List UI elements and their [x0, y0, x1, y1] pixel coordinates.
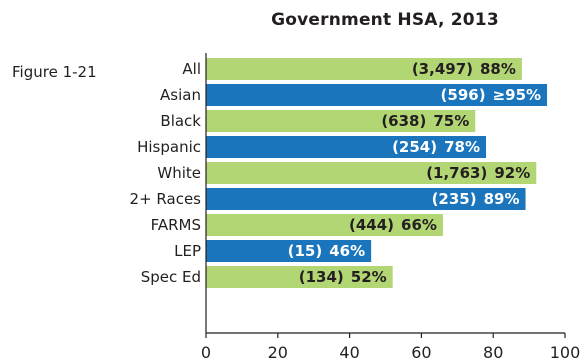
- category-label: Asian: [160, 86, 201, 104]
- data-label: (638) 75%: [381, 112, 469, 130]
- data-label-count: (254): [392, 138, 437, 156]
- x-tick-label: 60: [411, 343, 431, 362]
- data-label: (254) 78%: [392, 138, 480, 156]
- category-label: White: [157, 164, 201, 182]
- category-label: 2+ Races: [130, 190, 202, 208]
- bar: [206, 58, 522, 80]
- data-label-count: (596): [441, 86, 486, 104]
- data-label-percent: 78%: [444, 138, 480, 156]
- data-label-percent: 66%: [401, 216, 437, 234]
- data-label-percent: 52%: [351, 268, 387, 286]
- x-tick-label: 80: [483, 343, 503, 362]
- data-label-count: (235): [432, 190, 477, 208]
- bar: [206, 188, 526, 210]
- data-label-count: (1,763): [426, 164, 487, 182]
- category-label: Black: [160, 112, 201, 130]
- data-label: (444) 66%: [349, 216, 437, 234]
- data-label-percent: 46%: [329, 242, 365, 260]
- category-label: LEP: [174, 242, 201, 260]
- data-label: (1,763) 92%: [426, 164, 530, 182]
- x-tick-label: 100: [550, 343, 581, 362]
- data-label: (3,497) 88%: [412, 60, 516, 78]
- data-label-percent: 92%: [494, 164, 530, 182]
- data-label-count: (444): [349, 216, 394, 234]
- data-label: (235) 89%: [432, 190, 520, 208]
- x-tick-label: 40: [339, 343, 359, 362]
- data-label: (134) 52%: [299, 268, 387, 286]
- data-label-percent: 75%: [433, 112, 469, 130]
- category-label: Hispanic: [137, 138, 201, 156]
- x-tick-label: 0: [201, 343, 211, 362]
- data-label-percent: 89%: [484, 190, 520, 208]
- x-tick-label: 20: [268, 343, 288, 362]
- data-label-percent: ≥95%: [493, 86, 541, 104]
- data-label-count: (15): [288, 242, 323, 260]
- data-label-count: (134): [299, 268, 344, 286]
- data-label-percent: 88%: [480, 60, 516, 78]
- category-label: Spec Ed: [141, 268, 201, 286]
- category-label: FARMS: [151, 216, 201, 234]
- data-label-count: (3,497): [412, 60, 473, 78]
- data-label-count: (638): [381, 112, 426, 130]
- category-label: All: [182, 60, 201, 78]
